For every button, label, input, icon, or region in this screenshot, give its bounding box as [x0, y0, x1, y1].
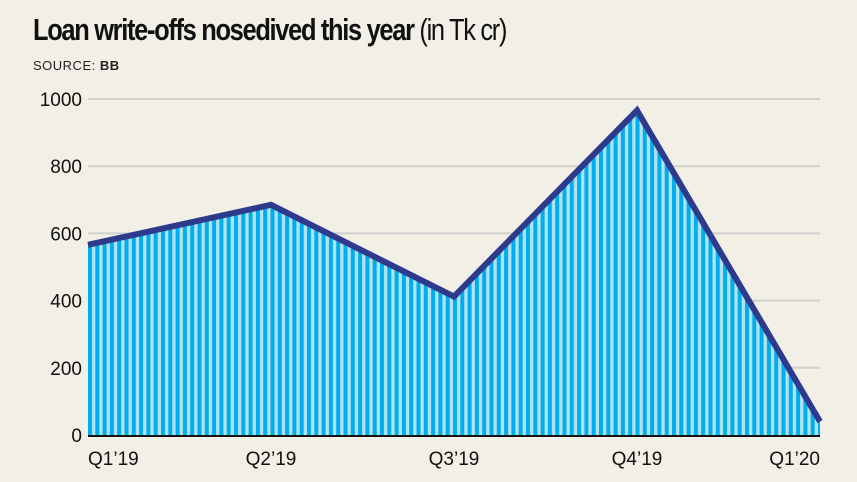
- x-tick-label: Q1’19: [88, 449, 139, 470]
- source-label: SOURCE:: [33, 58, 96, 73]
- y-tick-label: 800: [50, 157, 82, 178]
- chart-title: Loan write-offs nosedived this year (in …: [33, 12, 507, 48]
- x-tick-label: Q1’20: [769, 449, 820, 470]
- y-tick-label: 200: [50, 359, 82, 380]
- area-fill: [88, 110, 820, 435]
- series-line: [87, 105, 823, 424]
- x-tick-label: Q2’19: [246, 449, 297, 470]
- source-line: SOURCE: BB: [33, 58, 120, 73]
- y-tick-label: 0: [71, 426, 82, 447]
- x-tick-label: Q4’19: [612, 449, 663, 470]
- y-tick-label: 1000: [40, 90, 82, 111]
- title-unit: (in Tk cr): [419, 12, 507, 47]
- y-tick-label: 400: [50, 292, 82, 313]
- source-value: BB: [99, 58, 120, 73]
- y-tick-label: 600: [50, 224, 82, 245]
- title-main: Loan write-offs nosedived this year: [33, 12, 415, 47]
- x-tick-label: Q3’19: [429, 449, 480, 470]
